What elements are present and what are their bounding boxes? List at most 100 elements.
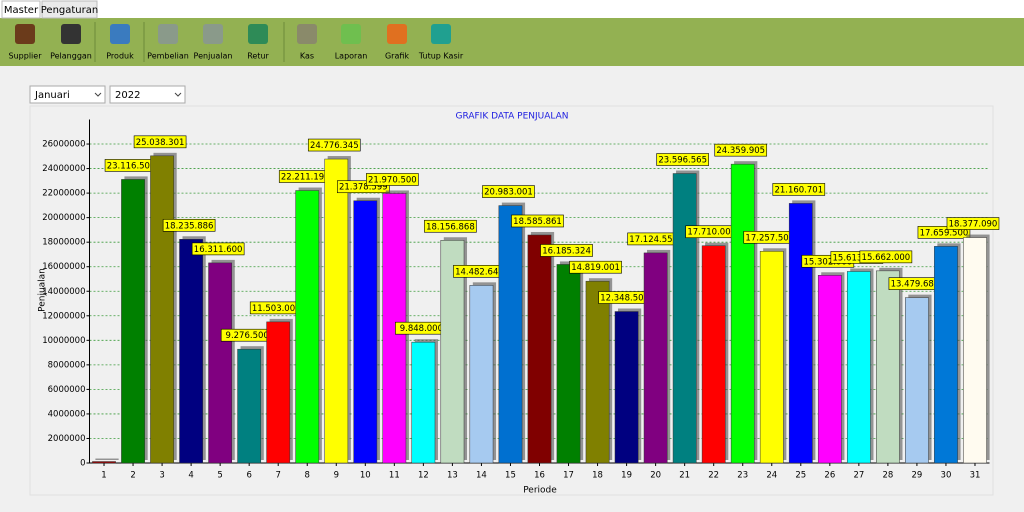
bar <box>788 203 813 464</box>
toolbar-button[interactable]: Pembelian <box>147 52 189 61</box>
value-label-box <box>569 260 622 274</box>
toolbar-button[interactable]: Retur <box>247 52 269 61</box>
value-label: 24.776.345 <box>310 141 359 151</box>
toolbar-button[interactable]: Produk <box>106 52 134 61</box>
x-tick-label: 23 <box>737 471 748 481</box>
value-label-box <box>772 183 826 196</box>
value-label: 18.585.861 <box>513 217 562 227</box>
value-label: 17.257.500 <box>745 233 794 243</box>
x-tick-label: 4 <box>188 471 193 481</box>
bar <box>121 179 145 464</box>
value-label: 17.710.001 <box>687 228 736 238</box>
value-label: 13.479.680 <box>891 280 940 290</box>
y-tick-label: 8000000 <box>48 360 86 370</box>
month-value: Januari <box>34 90 70 101</box>
y-tick-label: 12000000 <box>42 311 85 321</box>
y-tick-label: 16000000 <box>42 262 85 272</box>
value-label-box <box>307 138 361 152</box>
y-tick-label: 0 <box>80 459 85 469</box>
y-tick-label: 22000000 <box>42 189 85 199</box>
bar <box>353 200 378 464</box>
value-label: 14.482.646 <box>455 267 504 277</box>
x-tick-label: 9 <box>334 471 339 481</box>
bar-shadow <box>95 458 119 460</box>
bar <box>614 311 639 464</box>
value-label: 21.378.599 <box>339 183 388 193</box>
x-tick-label: 30 <box>941 471 952 481</box>
toolbar-button[interactable]: Tutup Kasir <box>418 52 464 61</box>
toolbar-icon <box>15 24 35 44</box>
x-tick-label: 13 <box>447 471 458 481</box>
toolbar-icon <box>248 24 268 44</box>
value-label-box <box>482 185 535 198</box>
bar <box>905 297 929 464</box>
toolbar-button[interactable]: Supplier <box>9 52 43 61</box>
value-label-box <box>366 173 419 186</box>
value-label-box <box>946 217 1000 230</box>
y-tick-label: 20000000 <box>42 213 85 223</box>
month-select[interactable] <box>29 85 106 104</box>
x-tick-label: 25 <box>795 471 806 481</box>
bar <box>527 234 552 464</box>
tab[interactable] <box>41 0 98 19</box>
bar <box>963 237 987 464</box>
bar <box>817 275 842 464</box>
bar <box>440 240 465 464</box>
tab[interactable] <box>1 0 41 19</box>
y-tick-label: 14000000 <box>42 287 85 297</box>
value-label: 21.160.701 <box>774 185 823 195</box>
x-tick-label: 29 <box>912 471 923 481</box>
dropdown-arrow <box>94 92 102 97</box>
toolbar-button[interactable]: Pelanggan <box>50 52 92 61</box>
value-label: 11.503.000 <box>252 304 301 314</box>
x-tick-label: 15 <box>505 471 516 481</box>
x-axis-label: Periode <box>523 486 557 496</box>
x-tick-label: 2 <box>130 471 135 481</box>
x-tick-label: 17 <box>563 471 574 481</box>
x-tick-label: 14 <box>476 471 487 481</box>
y-tick-label: 4000000 <box>48 409 86 419</box>
value-label-box <box>714 143 768 157</box>
bar <box>208 262 233 464</box>
tab-label: Pengaturan <box>41 5 98 16</box>
bar <box>295 190 320 464</box>
bar <box>585 280 610 464</box>
y-axis-label: Penjualan <box>38 268 48 312</box>
x-tick-label: 24 <box>766 471 777 481</box>
toolbar-button[interactable]: Penjualan <box>194 52 233 61</box>
x-tick-label: 31 <box>970 471 981 481</box>
bar <box>934 246 958 464</box>
y-tick-label: 18000000 <box>42 238 85 248</box>
toolbar-button[interactable]: Laporan <box>335 52 368 61</box>
value-label: 18.156.868 <box>426 222 475 232</box>
x-tick-label: 18 <box>592 471 603 481</box>
toolbar-icon <box>431 24 451 44</box>
toolbar-icon <box>203 24 223 44</box>
bar <box>556 264 581 464</box>
x-tick-label: 8 <box>305 471 310 481</box>
bar <box>237 348 262 464</box>
year-select[interactable] <box>109 85 186 104</box>
value-label: 20.983.001 <box>484 188 533 198</box>
x-tick-label: 5 <box>217 471 222 481</box>
toolbar-button[interactable]: Kas <box>300 52 314 61</box>
x-tick-label: 16 <box>534 471 545 481</box>
value-label: 24.359.905 <box>716 146 765 156</box>
value-label-box <box>511 214 564 228</box>
value-label: 9.276.500 <box>226 331 269 341</box>
value-label-box <box>540 244 593 257</box>
toolbar-icon <box>110 24 130 44</box>
x-tick-label: 22 <box>708 471 719 481</box>
toolbar-button[interactable]: Grafik <box>385 52 409 61</box>
x-tick-label: 7 <box>275 471 280 481</box>
tab-bar <box>0 0 1024 18</box>
x-tick-label: 10 <box>360 471 371 481</box>
bar <box>846 271 871 464</box>
bar <box>643 252 668 464</box>
value-label: 16.311.600 <box>194 245 243 255</box>
value-label-box <box>133 135 187 149</box>
bar <box>150 155 174 464</box>
value-label: 17.124.550 <box>629 235 678 245</box>
value-label: 23.116.500 <box>107 161 156 171</box>
